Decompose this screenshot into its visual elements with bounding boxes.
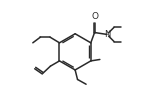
Text: O: O <box>91 12 98 21</box>
Text: N: N <box>104 30 110 39</box>
